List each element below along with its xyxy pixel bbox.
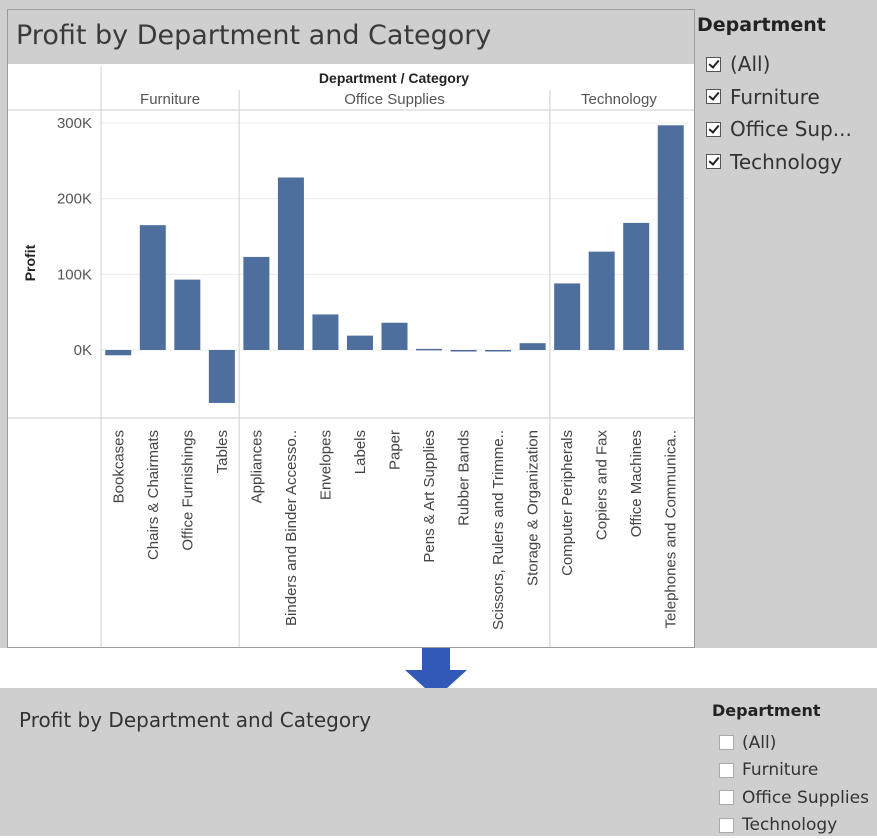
bar [382,323,408,350]
filter-item-furniture[interactable]: Furniture [697,81,877,114]
checkbox-technology[interactable] [706,154,721,169]
filter-item-furniture[interactable]: Furniture [712,757,877,785]
filter-item-label: Office Supplies [742,788,869,808]
bar [589,252,615,350]
header-title: Department / Category [319,70,469,86]
filter-item-label: (All) [730,52,770,76]
bar [623,223,649,350]
y-tick-label: 200K [57,191,92,208]
category-label: Storage & Organization [525,430,542,586]
y-tick-label: 0K [74,342,92,359]
filter-item-office-supplies[interactable]: Office Sup... [697,113,877,146]
y-axis-label: Profit [22,244,38,281]
bars [105,125,683,403]
bar [451,350,477,352]
category-label: Appliances [248,430,265,503]
department-filter-empty: Department (All) Furniture Office Suppli… [712,701,877,839]
chart-sheet: Profit by Department and Category Depart… [7,9,695,648]
bar [278,177,304,350]
department-header: Technology [581,91,657,108]
top-dashboard-panel: Profit by Department and Category Depart… [0,0,877,648]
checkbox-technology[interactable] [719,818,734,833]
category-label: Paper [387,430,404,470]
category-label: Telephones and Communica.. [663,430,680,628]
bottom-dashboard-panel: Profit by Department and Category Depart… [0,688,877,836]
category-label: Rubber Bands [456,430,473,526]
bar [520,343,546,350]
filter-item-label: Technology [742,815,837,835]
checkbox-furniture[interactable] [719,763,734,778]
category-label: Scissors, Rulers and Trimme.. [490,430,507,630]
category-label: Binders and Binder Accesso.. [283,430,300,626]
category-label: Tables [214,430,231,473]
filter-item-technology[interactable]: Technology [712,812,877,839]
category-label: Bookcases [110,430,127,503]
filter-item-all[interactable]: (All) [697,48,877,81]
category-label: Envelopes [317,430,334,500]
bar [312,314,338,350]
y-tick-label: 100K [57,266,92,283]
department-header: Office Supplies [344,91,445,108]
category-label: Office Machines [628,430,645,537]
checkbox-all[interactable] [706,57,721,72]
department-header: Furniture [140,91,200,108]
bar [140,225,166,350]
category-labels: Bookcases Chairs & Chairmats Office Furnis… [110,430,679,631]
category-label: Computer Peripherals [559,430,576,576]
bar [416,349,442,351]
department-headers: Furniture Office Supplies Technology [140,91,657,108]
filter-title: Department [712,701,877,726]
department-filter: Department (All) Furniture Office Sup...… [697,14,877,178]
bar [485,350,511,352]
category-label: Office Furnishings [179,430,196,551]
category-label: Labels [352,430,369,474]
filter-item-label: Furniture [742,760,818,780]
checkbox-furniture[interactable] [706,89,721,104]
filter-item-office-supplies[interactable]: Office Supplies [712,784,877,812]
filter-item-label: (All) [742,733,776,753]
checkbox-all[interactable] [719,735,734,750]
y-tick-labels: 0K 100K 200K 300K [57,115,92,359]
filter-item-all[interactable]: (All) [712,729,877,757]
category-label: Chairs & Chairmats [145,430,162,560]
bar [105,350,131,355]
checkbox-office-supplies[interactable] [706,122,721,137]
filter-item-label: Office Sup... [730,117,852,141]
bar [174,280,200,350]
checkbox-office-supplies[interactable] [719,790,734,805]
filter-title: Department [697,14,877,40]
bar [243,257,269,350]
filter-item-label: Technology [730,150,842,174]
category-label: Pens & Art Supplies [421,430,438,563]
bottom-chart-title: Profit by Department and Category [19,708,371,732]
filter-item-technology[interactable]: Technology [697,146,877,179]
filter-item-label: Furniture [730,85,820,109]
profit-bar-chart: Department / Category Profit 0K 100K 200K 3… [8,10,694,647]
bar [658,125,684,350]
bar [347,336,373,350]
chart-frame [8,66,694,647]
bar [554,283,580,350]
category-label: Copiers and Fax [594,430,611,541]
y-tick-label: 300K [57,115,92,132]
bar [209,350,235,403]
